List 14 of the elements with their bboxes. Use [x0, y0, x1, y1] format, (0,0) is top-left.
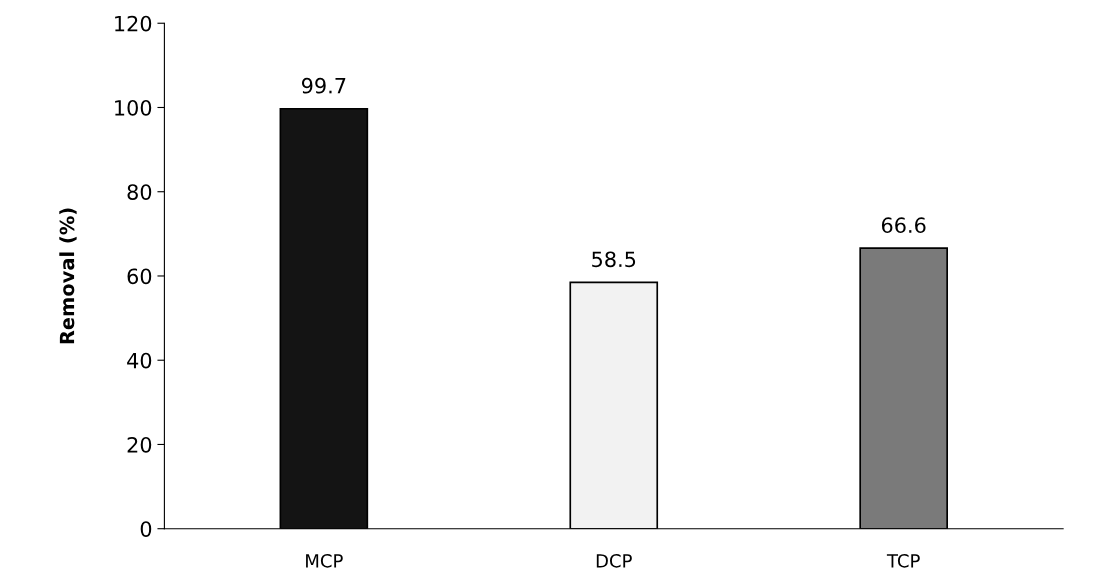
y-tick-label: 40 — [127, 352, 152, 369]
y-tick-label: 20 — [127, 436, 152, 453]
y-tick-label: 80 — [127, 184, 152, 200]
y-tick-label: 120 — [115, 15, 152, 32]
y-axis-title: Removal (%) — [59, 208, 77, 344]
y-tick-label: 100 — [115, 99, 152, 116]
data-label: 58.5 — [592, 251, 636, 268]
x-tick-label: MCP — [306, 554, 343, 568]
x-tick-label: DCP — [596, 554, 632, 568]
data-label: 99.7 — [301, 77, 346, 94]
data-label: 66.6 — [881, 217, 926, 234]
x-tick-label: TCP — [886, 554, 920, 568]
y-tick-label: 60 — [127, 268, 152, 285]
y-tick-label: 0 — [140, 521, 152, 537]
